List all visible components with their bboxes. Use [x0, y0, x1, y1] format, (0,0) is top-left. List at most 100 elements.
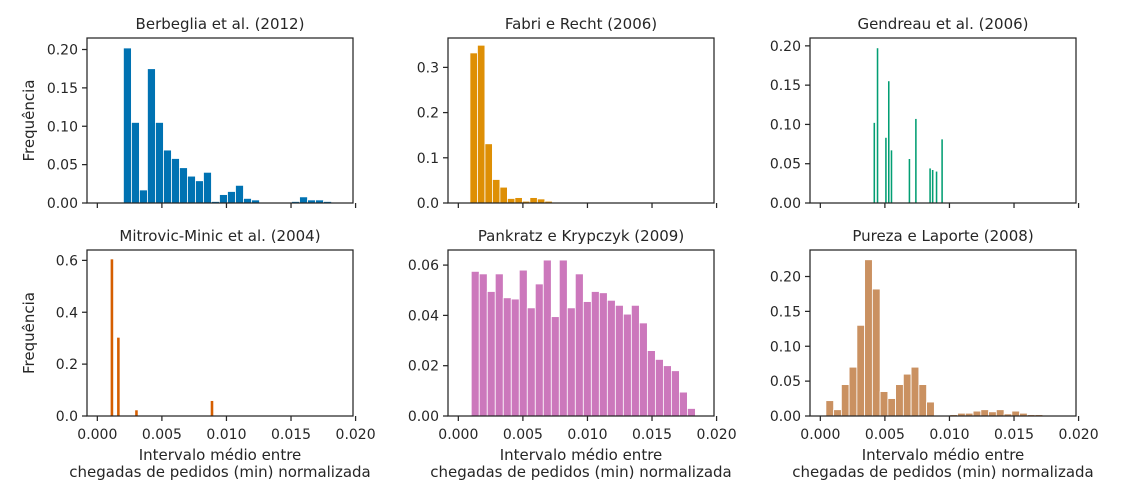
histogram-bar: [885, 137, 887, 203]
histogram-bar: [210, 400, 214, 416]
axes-frame: [86, 37, 354, 204]
histogram-bar: [558, 259, 568, 417]
histogram-bar: [499, 186, 508, 204]
chart-title: Fabri e Recht (2006): [505, 15, 657, 33]
y-tick-label: 0.2: [417, 106, 439, 122]
histogram-bar: [840, 384, 850, 417]
y-tick-label: 0.6: [56, 253, 78, 269]
histogram-bar: [171, 158, 180, 204]
histogram-bar: [902, 373, 912, 417]
histogram-bar: [155, 122, 164, 204]
histogram-bar: [131, 122, 140, 204]
histogram-bar: [910, 366, 920, 417]
y-tick-label: 0.2: [56, 357, 78, 373]
y-tick-label: 0.15: [770, 78, 801, 94]
y-tick-label: 0.00: [770, 409, 801, 425]
histogram-bar: [918, 384, 928, 417]
histogram-bar: [163, 149, 172, 204]
histogram-bar: [941, 139, 943, 203]
chart-title: Pureza e Laporte (2008): [852, 227, 1033, 245]
x-tick-label: 0.010: [929, 427, 969, 443]
histogram-bar: [614, 304, 624, 417]
histogram-bar: [187, 175, 196, 204]
histogram-bar: [494, 273, 504, 417]
histogram-bar: [879, 391, 889, 417]
y-tick-label: 0.10: [47, 119, 78, 135]
histogram-bar: [179, 167, 188, 204]
histogram-bar: [606, 299, 616, 417]
y-tick-label: 0.05: [770, 157, 801, 173]
histogram-bar: [980, 409, 989, 417]
y-tick-label: 0.4: [56, 305, 78, 321]
y-axis-label: Frequência: [20, 80, 38, 162]
x-tick-label: 0.015: [994, 427, 1034, 443]
histogram-bar: [908, 159, 911, 203]
histogram-bar: [542, 259, 552, 417]
histogram-bar: [890, 150, 893, 203]
histogram-bar: [638, 322, 648, 417]
axes-frame: [86, 249, 354, 417]
histogram-bar: [486, 291, 496, 417]
chart-panel-2: 0.0 0.1 0.2 0.3 Fabri e Recht (2006): [417, 15, 718, 212]
x-tick-label: 0.010: [206, 427, 246, 443]
y-tick-label: 0.0: [417, 196, 439, 212]
histogram-bar: [529, 197, 538, 204]
histogram-bar: [492, 179, 501, 204]
histogram-bar: [935, 171, 938, 203]
chart-title: Mitrovic-Minic et al. (2004): [119, 227, 320, 245]
y-tick-label: 0.04: [408, 308, 439, 324]
histogram-bar: [988, 411, 997, 417]
y-tick-label: 0.02: [408, 359, 439, 375]
histogram-bar: [622, 313, 632, 417]
chart-title: Berbeglia et al. (2012): [136, 15, 305, 33]
histogram-bar: [235, 184, 244, 204]
histogram-bar: [582, 301, 592, 417]
histogram-bar: [848, 366, 858, 417]
y-tick-label: 0.15: [770, 304, 801, 320]
histogram-bar: [243, 197, 252, 204]
y-tick-label: 0.00: [770, 196, 801, 212]
histogram-bar: [833, 409, 842, 417]
histogram-bar: [139, 189, 148, 204]
y-tick-label: 0.0: [56, 409, 78, 425]
x-tick-label: 0.000: [800, 427, 840, 443]
chart-title: Gendreau et al. (2006): [857, 15, 1028, 33]
y-tick-label: 0.20: [47, 43, 78, 59]
histogram-bar: [598, 292, 608, 417]
histogram-bar: [931, 170, 934, 203]
x-axis-label: Intervalo médio entre chegadas de pedidos…: [792, 446, 1094, 481]
y-tick-label: 0.3: [417, 60, 439, 76]
histogram-bar: [887, 81, 890, 203]
chart-panel-6: 0.00 0.05 0.10 0.15 0.20 0.000 0.005 0.010 0.015…: [770, 227, 1099, 481]
y-tick-label: 0.10: [770, 117, 801, 133]
histogram-bar: [470, 270, 480, 417]
chart-panel-5: 0.00 0.02 0.04 0.06 0.000 0.005 0.010 0.015 0.02…: [408, 227, 737, 481]
histogram-bar: [646, 350, 656, 417]
x-axis-label: Intervalo médio entre chegadas de pedidos…: [69, 446, 371, 481]
axes-frame: [447, 37, 715, 204]
y-tick-label: 0.05: [770, 374, 801, 390]
y-tick-label: 0.00: [408, 409, 439, 425]
histogram-bar: [670, 370, 680, 417]
y-tick-label: 0.05: [47, 158, 78, 174]
axes-frame: [809, 249, 1077, 417]
axes-frame: [809, 37, 1077, 204]
histogram-bar: [972, 410, 982, 417]
x-tick-label: 0.000: [77, 427, 117, 443]
histogram-bar: [926, 401, 935, 417]
histogram-bar: [526, 307, 536, 417]
x-tick-label: 0.005: [142, 427, 182, 443]
histogram-bar: [876, 48, 879, 203]
x-tick-label: 0.000: [438, 427, 478, 443]
histogram-bar: [1011, 410, 1020, 417]
histogram-bar: [506, 198, 516, 204]
chart-panel-4: 0.0 0.2 0.4 0.6 0.000 0.005 0.010 0.015 0.020 Mit…: [20, 227, 376, 481]
histogram-bar: [873, 122, 876, 203]
x-tick-label: 0.005: [503, 427, 543, 443]
x-tick-label: 0.010: [567, 427, 607, 443]
x-tick-label: 0.020: [697, 427, 737, 443]
x-tick-label: 0.020: [336, 427, 376, 443]
histogram-bar: [856, 324, 866, 417]
histogram-bar: [654, 359, 664, 417]
histogram-bar: [299, 196, 308, 204]
